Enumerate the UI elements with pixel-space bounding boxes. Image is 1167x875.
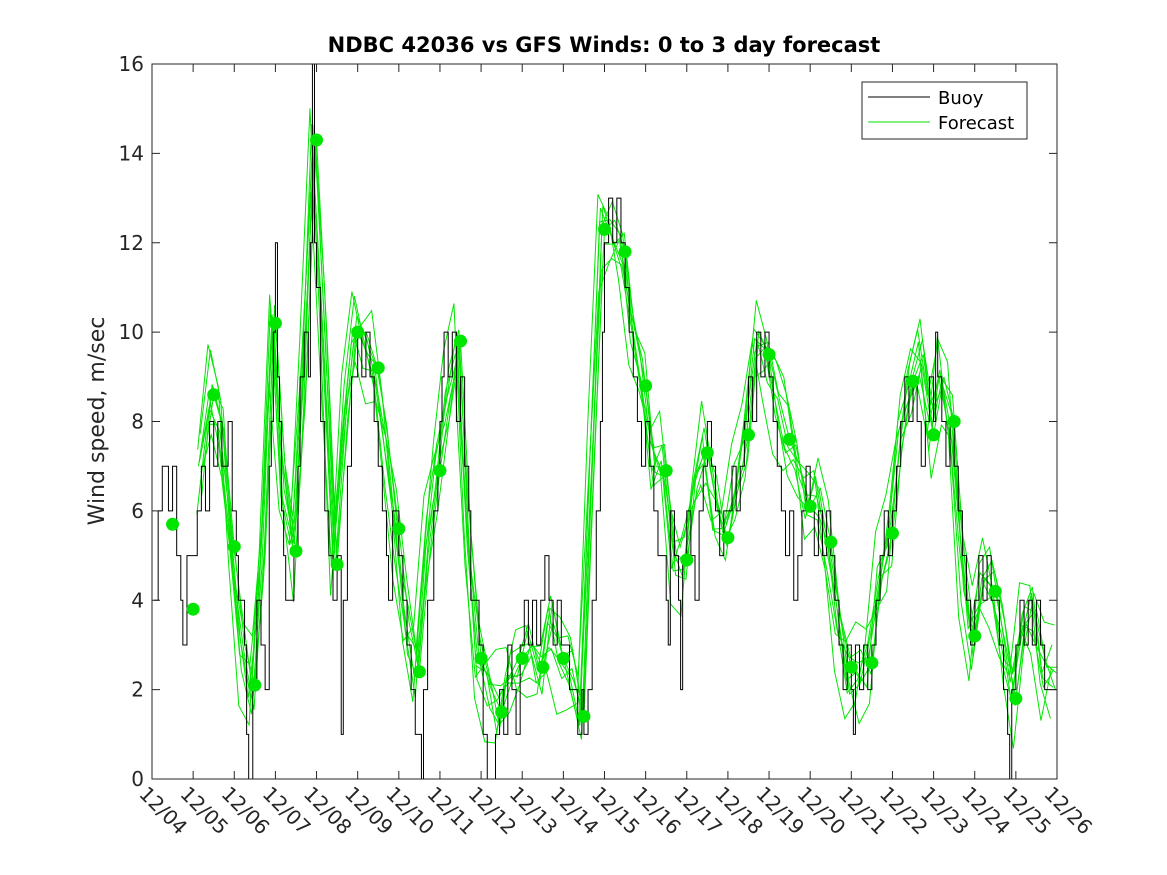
- forecast-marker: [700, 446, 714, 460]
- y-tick-label: 2: [131, 678, 144, 702]
- y-tick-label: 12: [119, 231, 144, 255]
- forecast-marker: [639, 379, 653, 393]
- forecast-marker: [536, 660, 550, 674]
- forecast-marker: [454, 334, 468, 348]
- forecast-marker: [659, 464, 673, 478]
- legend-label-buoy: Buoy: [938, 88, 984, 109]
- forecast-marker: [474, 651, 488, 665]
- legend-label-forecast: Forecast: [938, 113, 1014, 134]
- forecast-marker: [741, 428, 755, 442]
- forecast-marker: [680, 553, 694, 567]
- forecast-marker: [227, 540, 241, 554]
- y-axis-label: Wind speed, m/sec: [85, 317, 110, 526]
- buoy-series: [154, 64, 1057, 779]
- forecast-marker: [927, 428, 941, 442]
- forecast-marker: [803, 499, 817, 513]
- y-tick-label: 14: [119, 141, 144, 165]
- forecast-marker: [968, 629, 982, 643]
- forecast-marker: [783, 432, 797, 446]
- forecast-marker: [1009, 692, 1023, 706]
- forecast-marker: [844, 660, 858, 674]
- forecast-marker: [186, 602, 200, 616]
- forecast-marker: [412, 665, 426, 679]
- forecast-marker: [289, 544, 303, 558]
- buoy-line: [154, 64, 1057, 779]
- forecast-marker: [310, 133, 324, 147]
- forecast-marker: [351, 325, 365, 339]
- y-axis: 0 2 4 6 8 10 12 14 16: [119, 52, 1057, 791]
- forecast-marker: [495, 705, 509, 719]
- forecast-line: [196, 108, 1051, 744]
- y-tick-label: 10: [119, 320, 144, 344]
- y-tick-label: 16: [119, 52, 144, 76]
- forecast-marker: [248, 678, 262, 692]
- legend: Buoy Forecast: [861, 81, 1028, 140]
- forecast-marker: [268, 316, 282, 330]
- forecast-marker: [762, 347, 776, 361]
- forecast-markers: [166, 133, 1023, 723]
- forecast-marker: [618, 245, 632, 259]
- forecast-marker: [598, 222, 611, 236]
- y-tick-label: 0: [131, 767, 144, 791]
- legend-box: [861, 81, 1028, 140]
- forecast-marker: [166, 517, 180, 531]
- forecast-marker: [515, 651, 529, 665]
- y-tick-label: 8: [131, 410, 144, 434]
- forecast-marker: [392, 522, 406, 536]
- forecast-marker: [721, 531, 735, 545]
- forecast-marker: [885, 526, 899, 540]
- forecast-marker: [330, 558, 344, 571]
- forecast-marker: [207, 388, 221, 402]
- forecast-marker: [433, 464, 447, 478]
- forecast-marker: [988, 584, 1002, 598]
- forecast-marker: [371, 361, 385, 375]
- chart-title: NDBC 42036 vs GFS Winds: 0 to 3 day fore…: [328, 33, 881, 57]
- forecast-marker: [906, 374, 920, 388]
- y-tick-label: 6: [131, 499, 144, 523]
- forecast-marker: [865, 656, 879, 670]
- forecast-marker: [824, 535, 838, 549]
- forecast-marker: [577, 709, 591, 723]
- forecast-marker: [947, 415, 961, 428]
- y-tick-label: 4: [131, 588, 144, 612]
- forecast-marker: [556, 651, 570, 665]
- forecast-line: [197, 192, 1052, 727]
